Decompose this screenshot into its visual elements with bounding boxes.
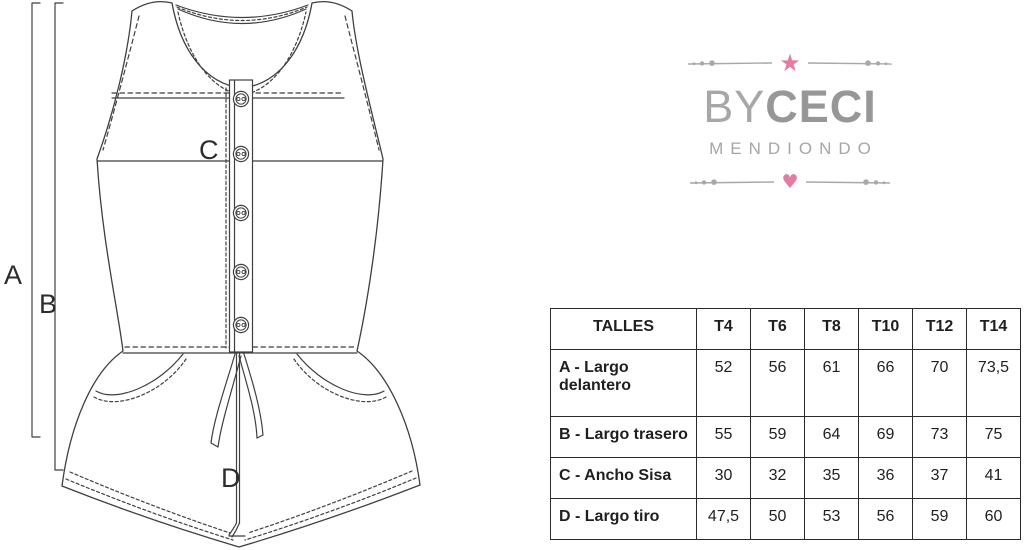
divider-line-left — [688, 60, 773, 66]
measure-label-c: C — [199, 135, 219, 165]
measure-bracket-b — [54, 2, 64, 471]
column-header: T8 — [804, 307, 859, 351]
left-armhole-stitching — [102, 15, 140, 151]
brand-name-ceci: CECI — [765, 81, 877, 132]
left-pocket — [93, 353, 187, 403]
size-table: TALLES T4 T6 T8 T10 T12 T14 A - Largo de… — [550, 307, 1021, 541]
cell-value: 50 — [750, 497, 805, 541]
back-neckline — [175, 4, 309, 25]
cell-value: 56 — [858, 497, 913, 541]
cell-value: 56 — [750, 349, 805, 417]
cell-value: 55 — [696, 415, 751, 458]
column-header: T10 — [858, 307, 913, 351]
brand-name: BYCECI — [656, 83, 924, 130]
table-row: C - Ancho Sisa 30 32 35 36 37 41 — [550, 456, 1021, 499]
cell-value: 35 — [804, 456, 859, 499]
drawstring-tie — [210, 353, 264, 448]
column-header: T4 — [696, 307, 751, 351]
cell-value: 61 — [804, 349, 859, 417]
cell-value: 73,5 — [966, 349, 1021, 417]
cell-value: 73 — [912, 415, 967, 458]
yoke-seam — [111, 92, 345, 99]
center-front-seam — [228, 353, 246, 538]
heart-icon: ♥ — [781, 170, 799, 193]
row-label: C - Ancho Sisa — [550, 456, 697, 499]
row-label: D - Largo tiro — [550, 497, 697, 541]
cell-value: 52 — [696, 349, 751, 417]
cell-value: 70 — [912, 349, 967, 417]
brand-name-by: BY — [703, 81, 766, 132]
measure-label-a: A — [4, 260, 22, 290]
cell-value: 64 — [804, 415, 859, 458]
button-icon — [232, 316, 250, 334]
column-header: T6 — [750, 307, 805, 351]
divider-line-right — [805, 179, 890, 186]
button-icon — [232, 263, 250, 281]
cell-value: 37 — [912, 456, 967, 499]
column-header: T12 — [912, 307, 967, 351]
column-header: T14 — [966, 307, 1021, 351]
table-row: B - Largo trasero 55 59 64 69 73 75 — [550, 415, 1021, 458]
row-label: B - Largo trasero — [550, 415, 697, 458]
cell-value: 59 — [750, 415, 805, 458]
button-icon — [232, 90, 250, 108]
cell-value: 66 — [858, 349, 913, 417]
cell-value: 59 — [912, 497, 967, 541]
logo-bottom-divider: ♥ — [656, 169, 924, 195]
table-header-row: TALLES T4 T6 T8 T10 T12 T14 — [550, 307, 1021, 351]
logo-top-divider: ★ — [656, 50, 924, 76]
divider-line-left — [690, 179, 775, 186]
cell-value: 41 — [966, 456, 1021, 499]
measure-bracket-a — [31, 2, 41, 438]
hem-stitching — [65, 470, 417, 541]
right-armhole-stitching — [344, 15, 380, 151]
cell-value: 36 — [858, 456, 913, 499]
cell-value: 47,5 — [696, 497, 751, 541]
measure-label-d: D — [221, 463, 241, 493]
cell-value: 32 — [750, 456, 805, 499]
row-label: A - Largo delantero — [550, 349, 697, 417]
cell-value: 69 — [858, 415, 913, 458]
button-icon — [232, 145, 250, 163]
button-icon — [232, 204, 250, 222]
table-row: A - Largo delantero 52 56 61 66 70 73,5 — [550, 349, 1021, 417]
measure-label-b: B — [39, 289, 57, 319]
cell-value: 60 — [966, 497, 1021, 541]
brand-subname: MENDIONDO — [709, 139, 878, 159]
cell-value: 75 — [966, 415, 1021, 458]
cell-value: 53 — [804, 497, 859, 541]
cell-value: 30 — [696, 456, 751, 499]
divider-line-right — [807, 60, 892, 66]
right-pocket — [293, 353, 387, 403]
brand-logo: ★ BYCECI MENDIONDO ♥ — [656, 50, 924, 195]
table-row: D - Largo tiro 47,5 50 53 56 59 60 — [550, 497, 1021, 541]
column-header: TALLES — [550, 307, 697, 351]
star-icon: ★ — [779, 49, 801, 77]
